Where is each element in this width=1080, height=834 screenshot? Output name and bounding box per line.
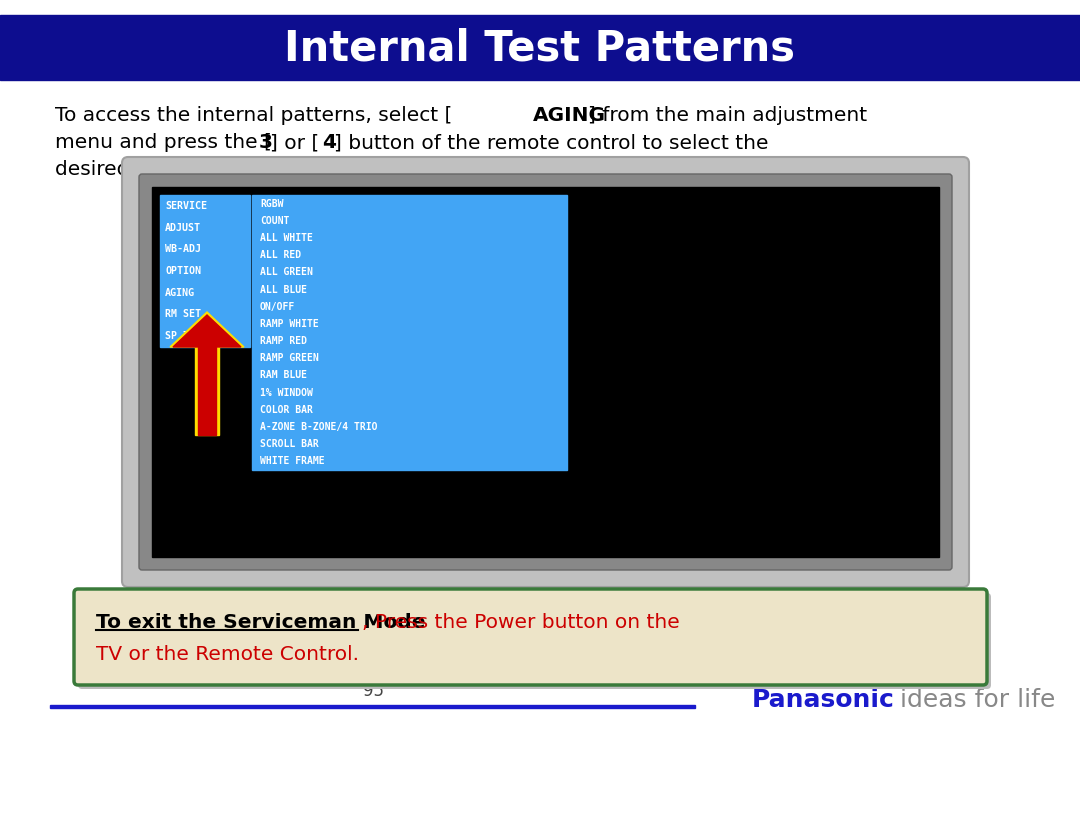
Text: ADJUST: ADJUST — [165, 223, 201, 233]
Text: 95: 95 — [363, 682, 383, 700]
Text: OPTION: OPTION — [165, 266, 201, 276]
Text: 4: 4 — [322, 133, 336, 152]
Text: menu and press the [: menu and press the [ — [55, 133, 272, 152]
Bar — [160, 195, 249, 347]
Text: 3: 3 — [259, 133, 273, 152]
Text: RAMP GREEN: RAMP GREEN — [260, 354, 319, 364]
Text: ] from the main adjustment: ] from the main adjustment — [588, 106, 867, 125]
Text: ] button of the remote control to select the: ] button of the remote control to select… — [334, 133, 769, 152]
Text: WHITE FRAME: WHITE FRAME — [260, 456, 325, 466]
Text: RM SET: RM SET — [165, 309, 201, 319]
Text: WB-ADJ: WB-ADJ — [165, 244, 201, 254]
Text: SCROLL BAR: SCROLL BAR — [260, 440, 319, 450]
Text: TV or the Remote Control.: TV or the Remote Control. — [96, 645, 359, 664]
Text: 1% WINDOW: 1% WINDOW — [260, 388, 313, 398]
Bar — [252, 195, 567, 470]
Text: RAMP WHITE: RAMP WHITE — [260, 319, 319, 329]
Text: RGBW: RGBW — [260, 198, 283, 208]
Text: COUNT: COUNT — [260, 216, 289, 226]
Bar — [152, 187, 939, 557]
Text: A-ZONE B-ZONE/4 TRIO: A-ZONE B-ZONE/4 TRIO — [260, 422, 378, 432]
Polygon shape — [173, 315, 241, 347]
Text: COLOR BAR: COLOR BAR — [260, 404, 313, 414]
Bar — [0, 15, 1080, 80]
Text: To access the internal patterns, select [: To access the internal patterns, select … — [55, 106, 453, 125]
Text: SERVICE: SERVICE — [165, 201, 207, 211]
Text: Panasonic: Panasonic — [752, 688, 895, 712]
Text: ON/OFF: ON/OFF — [260, 302, 295, 312]
Text: ALL RED: ALL RED — [260, 250, 301, 260]
Text: ] or [: ] or [ — [270, 133, 320, 152]
FancyBboxPatch shape — [139, 174, 951, 570]
Text: desired pattern.: desired pattern. — [55, 160, 216, 179]
FancyBboxPatch shape — [75, 589, 987, 685]
Bar — [198, 347, 216, 435]
Text: To exit the Serviceman Mode: To exit the Serviceman Mode — [96, 613, 426, 632]
Text: AGING: AGING — [534, 106, 606, 125]
Text: Internal Test Patterns: Internal Test Patterns — [284, 27, 796, 69]
Text: , Press the Power button on the: , Press the Power button on the — [362, 613, 679, 632]
Text: ALL GREEN: ALL GREEN — [260, 268, 313, 278]
Text: ALL BLUE: ALL BLUE — [260, 284, 307, 294]
Bar — [195, 347, 219, 435]
FancyBboxPatch shape — [122, 157, 969, 587]
Text: RAMP RED: RAMP RED — [260, 336, 307, 346]
Text: RAM BLUE: RAM BLUE — [260, 370, 307, 380]
Text: SP TOOL: SP TOOL — [165, 331, 207, 341]
Polygon shape — [170, 312, 244, 347]
Text: AGING: AGING — [165, 288, 195, 298]
Text: ALL WHITE: ALL WHITE — [260, 233, 313, 243]
FancyBboxPatch shape — [78, 593, 991, 689]
Bar — [50, 705, 696, 708]
Text: ideas for life: ideas for life — [892, 688, 1055, 712]
